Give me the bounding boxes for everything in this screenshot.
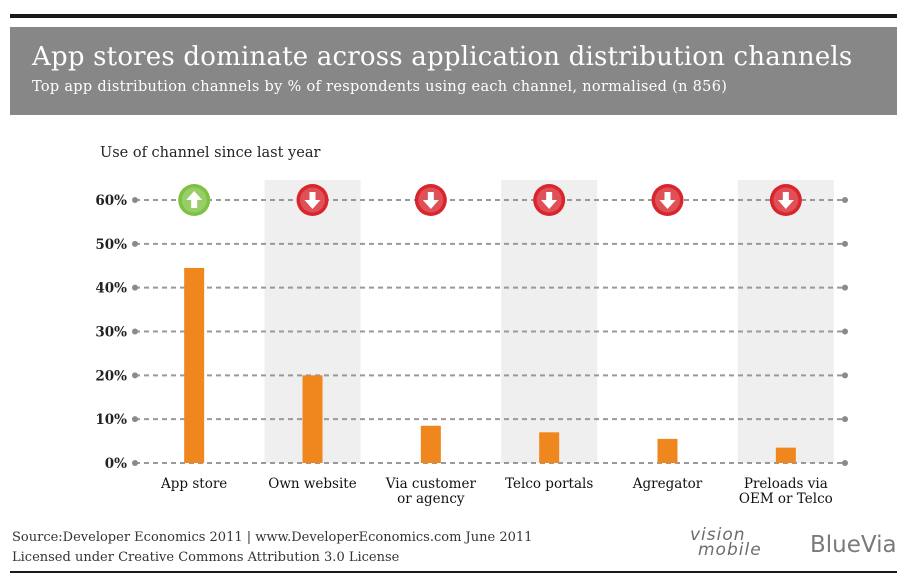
bottom-rule xyxy=(10,571,897,573)
category-label: Preloads via xyxy=(744,476,828,492)
category-band xyxy=(737,180,834,463)
bar xyxy=(184,267,205,463)
category-label: Agregator xyxy=(632,476,703,492)
top-rule xyxy=(10,14,897,18)
trend-down-icon xyxy=(414,184,447,216)
trend-down-icon xyxy=(533,184,566,216)
y-tick-label: 0% xyxy=(105,456,127,472)
bar xyxy=(302,375,323,463)
y-tick-label: 50% xyxy=(95,237,127,253)
gridline-start-dot xyxy=(132,416,138,423)
bar xyxy=(775,447,796,463)
visionmobile-logo-bottom: mobile xyxy=(698,540,762,560)
bar xyxy=(420,425,441,463)
source-note: Source:Developer Economics 2011 | www.De… xyxy=(12,530,533,545)
gridline-start-dot xyxy=(132,328,138,335)
gridline-end-dot xyxy=(842,328,848,335)
y-tick-label: 40% xyxy=(95,281,127,297)
gridline-end-dot xyxy=(842,197,848,203)
category-label: Telco portals xyxy=(505,476,593,492)
visionmobile-logo-top: vision xyxy=(690,525,746,545)
category-band xyxy=(501,180,598,463)
gridline-end-dot xyxy=(842,372,848,379)
category-label: Via customer xyxy=(385,476,477,492)
gridline-end-dot xyxy=(842,416,848,423)
y-tick-label: 60% xyxy=(95,193,127,209)
chart-title: App stores dominate across application d… xyxy=(32,42,853,72)
gridline-start-dot xyxy=(132,240,138,247)
gridline-start-dot xyxy=(132,284,138,291)
y-tick-label: 20% xyxy=(95,368,127,384)
gridline-start-dot xyxy=(132,372,138,379)
trend-down-icon xyxy=(296,184,329,216)
gridline-end-dot xyxy=(842,284,848,291)
visionmobile-logo: vision mobile xyxy=(690,525,762,560)
license-note: Licensed under Creative Commons Attribut… xyxy=(12,550,400,565)
category-label: or agency xyxy=(397,491,465,507)
gridline-start-dot xyxy=(132,197,138,203)
category-label: OEM or Telco xyxy=(739,491,833,507)
y-tick-label: 30% xyxy=(95,325,127,341)
trend-up-icon xyxy=(178,184,211,216)
chart-subtitle: Top app distribution channels by % of re… xyxy=(32,79,728,95)
gridline-end-dot xyxy=(842,460,848,466)
chart-header: App stores dominate across application d… xyxy=(10,27,897,115)
gridline-start-dot xyxy=(132,460,138,466)
gridline-end-dot xyxy=(842,240,848,247)
bar xyxy=(657,438,678,463)
legend-caption: Use of channel since last year xyxy=(100,145,320,161)
bar xyxy=(539,432,560,463)
y-tick-label: 10% xyxy=(95,412,127,428)
trend-down-icon xyxy=(651,184,684,216)
bluevia-logo: BlueVia xyxy=(810,532,897,558)
trend-down-icon xyxy=(769,184,802,216)
category-label: App store xyxy=(160,476,227,492)
category-label: Own website xyxy=(268,476,356,492)
